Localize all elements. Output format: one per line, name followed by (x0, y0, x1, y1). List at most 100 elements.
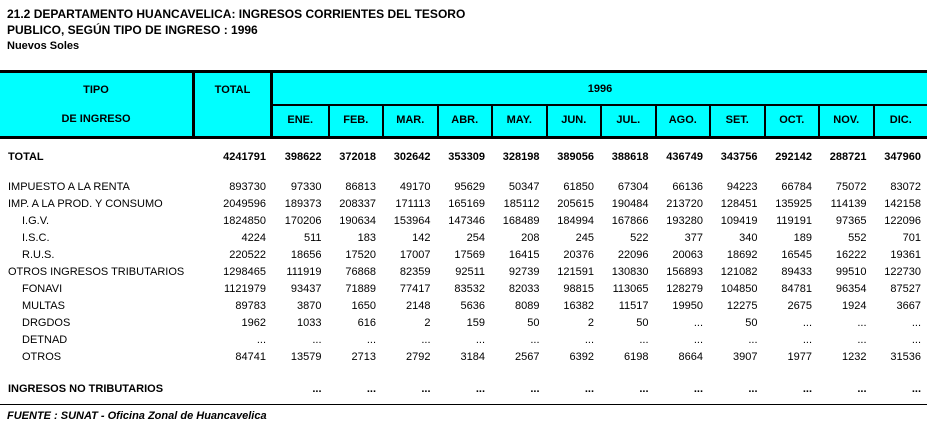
table-row: DETNAD..................................… (0, 332, 927, 349)
cell-month-value: 77417 (399, 283, 431, 295)
cell-month-value: 328198 (502, 151, 540, 163)
cell-month-value: ... (693, 317, 703, 329)
cell-month-value: ... (366, 334, 376, 346)
table-row: OTROS 84741 13579 2713 2792 3184 2567 6392 6198 8… (0, 349, 927, 366)
cell-month-value: 171113 (395, 198, 431, 210)
cell-month-value: ... (475, 334, 485, 346)
cell-month-value: ... (802, 334, 812, 346)
cell-month-value: 436749 (666, 151, 703, 163)
cell-month-value: 84781 (781, 283, 812, 295)
cell-month-value: ... (911, 383, 921, 395)
cell-month-value: 97330 (290, 181, 322, 193)
cell-month-value: 16415 (508, 249, 540, 261)
cell-month-value: 168489 (502, 215, 540, 227)
cell-month-value: 71889 (345, 283, 376, 295)
cell-month-value: 119191 (776, 215, 812, 227)
cell-month-value: 17569 (454, 249, 485, 261)
cell-month-value: 17007 (399, 249, 431, 261)
cell-month-value: 8664 (678, 351, 703, 363)
cell-month-value: 75072 (835, 181, 867, 193)
cell-month-value: 183 (357, 232, 376, 244)
cell-month-value: 522 (630, 232, 649, 244)
cell-month-value: 20063 (672, 249, 703, 261)
year-header: 1996 (273, 73, 927, 106)
cell-month-value: 6392 (569, 351, 594, 363)
cell-month-value: 142 (412, 232, 431, 244)
cell-month-value: 208337 (339, 198, 376, 210)
cell-month-value: ... (639, 334, 649, 346)
table-row: IMPUESTO A LA RENTA 893730 97330 86813 49170… (0, 179, 927, 196)
cell-month-value: 213720 (666, 198, 703, 210)
cell-month-value: ... (802, 317, 812, 329)
bottom-rule (0, 404, 927, 405)
tipo-header-line2: DE INGRESO (61, 113, 131, 125)
cell-month-value: 3667 (896, 300, 921, 312)
cell-month-value: 511 (303, 232, 322, 244)
cell-month-value: 99510 (835, 266, 867, 278)
cell-month-value: 83072 (890, 181, 921, 193)
cell-month-value: 190484 (611, 198, 649, 210)
row-label: DETNAD (22, 334, 68, 346)
month-header: ABR. (436, 106, 492, 136)
cell-total: 1298465 (223, 266, 266, 278)
cell-month-value: 3870 (297, 300, 322, 312)
cell-month-value: 189 (793, 232, 812, 244)
cell-month-value: 142158 (884, 198, 921, 210)
cell-month-value: 13579 (290, 351, 322, 363)
cell-month-value: ... (312, 334, 322, 346)
month-header: DIC. (872, 106, 927, 136)
cell-month-value: 86813 (345, 181, 376, 193)
cell-total: 1962 (241, 317, 266, 329)
cell-month-value: ... (639, 383, 649, 395)
cell-month-value: 114139 (830, 198, 867, 210)
table-row: I.S.C. 4224 511 183 142 254 208 245 522 377 340 189… (0, 230, 927, 247)
cell-month-value: 389056 (557, 151, 594, 163)
cell-month-value: 8089 (515, 300, 540, 312)
cell-month-value: 11517 (618, 300, 649, 312)
cell-month-value: ... (857, 317, 867, 329)
table-row: I.G.V. 1824850 170206 190634 153964 147346 168… (0, 213, 927, 230)
table-header: TIPO DE INGRESO TOTAL 1996 ENE. FEB. MAR. A… (0, 70, 927, 139)
cell-month-value: ... (857, 334, 867, 346)
months-header-group: 1996 ENE. FEB. MAR. ABR. MAY. JUN. JUL. AGO. SET… (273, 73, 927, 136)
row-label: I.G.V. (22, 215, 50, 227)
cell-total: 220522 (229, 249, 266, 261)
cell-month-value: 377 (684, 232, 703, 244)
cell-month-value: 49170 (399, 181, 431, 193)
cell-month-value: 2148 (406, 300, 431, 312)
table-row: IMP. A LA PROD. Y CONSUMO 2049596 189373 20… (0, 196, 927, 213)
cell-month-value: 130830 (611, 266, 649, 278)
month-header: OCT. (763, 106, 819, 136)
cell-month-value: ... (530, 383, 540, 395)
table-row: TOTAL 4241791 398622 372018 302642 353309 3281… (0, 149, 927, 166)
cell-month-value: 2675 (787, 300, 812, 312)
cell-month-value: 343756 (720, 151, 758, 163)
cell-month-value: 109419 (720, 215, 758, 227)
cell-month-value: 17520 (345, 249, 376, 261)
months-row: ENE. FEB. MAR. ABR. MAY. JUN. JUL. AGO. SET. OCT.… (273, 106, 927, 136)
cell-month-value: 1977 (787, 351, 812, 363)
cell-month-value: 340 (739, 232, 758, 244)
cell-month-value: 552 (848, 232, 867, 244)
cell-month-value: 153964 (393, 215, 431, 227)
cell-month-value: 18656 (290, 249, 322, 261)
unit-label: Nuevos Soles (7, 40, 80, 52)
tipo-header-line1: TIPO (83, 84, 109, 96)
cell-month-value: 50 (636, 317, 649, 329)
cell-month-value: 6198 (624, 351, 649, 363)
cell-month-value: 19950 (672, 300, 703, 312)
cell-month-value: 302642 (393, 151, 431, 163)
cell-month-value: ... (530, 334, 540, 346)
total-column-header: TOTAL (195, 73, 273, 136)
cell-month-value: 128279 (666, 283, 703, 295)
cell-month-value: 92511 (455, 266, 485, 278)
cell-month-value: 2792 (406, 351, 431, 363)
cell-month-value: 245 (575, 232, 594, 244)
row-label: OTROS (22, 351, 62, 363)
cell-total: 4241791 (223, 151, 266, 163)
cell-month-value: 93437 (290, 283, 322, 295)
cell-month-value: 92739 (508, 266, 540, 278)
cell-month-value: 288721 (829, 151, 867, 163)
cell-month-value: 22096 (617, 249, 649, 261)
cell-month-value: 61850 (563, 181, 594, 193)
